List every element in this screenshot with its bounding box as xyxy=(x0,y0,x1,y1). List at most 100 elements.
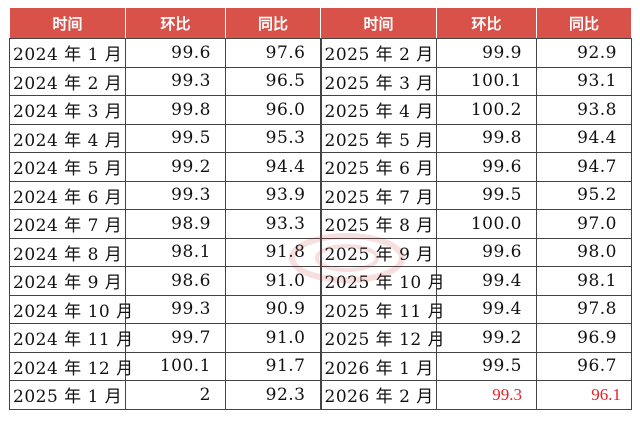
mom-cell: 99.8 xyxy=(125,95,226,125)
time-cell: 2024 年 7 月 xyxy=(9,209,126,239)
table-row: 2024 年 3 月 99.8 96.0 2025 年 4 月 100.2 93.8 xyxy=(9,95,632,125)
mom-cell: 99.8 xyxy=(436,123,537,153)
time-cell: 2025 年 7 月 xyxy=(319,180,437,210)
time-cell: 2026 年 2 月 xyxy=(319,380,437,410)
mom-cell: 99.3 xyxy=(125,66,226,96)
mom-cell: 99.2 xyxy=(436,323,537,353)
yoy-cell: 97.8 xyxy=(536,294,632,324)
yoy-cell: 92.3 xyxy=(225,380,321,410)
time-cell: 2024 年 4 月 xyxy=(9,123,126,153)
yoy-cell: 97.6 xyxy=(225,38,321,68)
mom-cell: 99.5 xyxy=(436,351,537,381)
yoy-cell: 96.7 xyxy=(536,351,632,381)
header-yoy-right: 同比 xyxy=(536,7,632,39)
header-time-right: 时间 xyxy=(320,7,437,39)
time-cell: 2024 年 9 月 xyxy=(9,266,126,296)
mom-cell: 99.6 xyxy=(125,38,226,68)
table-row: 2024 年 10 月 99.3 90.9 2025 年 11 月 99.4 97.8 xyxy=(9,294,632,324)
table-row: 2025 年 1 月 2 92.3 2026 年 2 月 99.3 96.1 xyxy=(9,380,632,410)
table-row: 2024 年 11 月 99.7 91.0 2025 年 12 月 99.2 96.9 xyxy=(9,323,632,353)
time-cell: 2025 年 8 月 xyxy=(319,209,437,239)
yoy-cell: 94.7 xyxy=(536,152,632,182)
mom-cell: 98.1 xyxy=(125,237,226,267)
yoy-cell: 98.1 xyxy=(536,266,632,296)
table-row: 2024 年 5 月 99.2 94.4 2025 年 6 月 99.6 94.7 xyxy=(9,152,632,182)
table-row: 2024 年 4 月 99.5 95.3 2025 年 5 月 99.8 94.4 xyxy=(9,123,632,153)
table-body: 2024 年 1 月 99.6 97.6 2025 年 2 月 99.9 92.9 2024… xyxy=(9,38,632,410)
yoy-cell: 96.1 xyxy=(536,380,632,410)
time-cell: 2025 年 1 月 xyxy=(9,380,126,410)
time-cell: 2025 年 11 月 xyxy=(319,294,445,324)
table-row: 2024 年 9 月 98.6 91.0 2025 年 10 月 99.4 98.1 xyxy=(9,266,632,296)
mom-cell: 99.5 xyxy=(125,123,226,153)
mom-cell: 100.0 xyxy=(436,209,537,239)
mom-cell: 98.9 xyxy=(125,209,226,239)
header-yoy-left: 同比 xyxy=(225,7,321,39)
yoy-cell: 94.4 xyxy=(225,152,321,182)
time-cell: 2024 年 6 月 xyxy=(9,180,126,210)
mom-cell: 99.6 xyxy=(436,237,537,267)
yoy-cell: 92.9 xyxy=(536,38,632,68)
yoy-cell: 91.0 xyxy=(225,266,321,296)
yoy-cell: 95.2 xyxy=(536,180,632,210)
time-cell: 2024 年 8 月 xyxy=(9,237,126,267)
time-cell: 2025 年 6 月 xyxy=(319,152,437,182)
yoy-cell: 93.3 xyxy=(225,209,321,239)
mom-cell: 100.1 xyxy=(436,66,537,96)
yoy-cell: 93.1 xyxy=(536,66,632,96)
time-cell: 2026 年 1 月 xyxy=(319,351,437,381)
time-cell: 2024 年 12 月 xyxy=(9,351,133,381)
yoy-cell: 96.5 xyxy=(225,66,321,96)
time-cell: 2024 年 3 月 xyxy=(9,95,126,125)
mom-cell: 99.4 xyxy=(436,294,537,324)
yoy-cell: 98.0 xyxy=(536,237,632,267)
yoy-cell: 90.9 xyxy=(225,294,321,324)
yoy-cell: 97.0 xyxy=(536,209,632,239)
mom-cell: 99.7 xyxy=(125,323,226,353)
mom-cell: 99.2 xyxy=(125,152,226,182)
yoy-cell: 91.8 xyxy=(225,237,321,267)
yoy-cell: 96.9 xyxy=(536,323,632,353)
time-cell: 2024 年 11 月 xyxy=(9,323,133,353)
yoy-cell: 95.3 xyxy=(225,123,321,153)
table-header-row: 时间 环比 同比 时间 环比 同比 xyxy=(9,7,632,39)
yoy-cell: 96.0 xyxy=(225,95,321,125)
yoy-cell: 91.7 xyxy=(225,351,321,381)
yoy-cell: 94.4 xyxy=(536,123,632,153)
mom-cell: 100.1 xyxy=(125,351,226,381)
time-cell: 2025 年 5 月 xyxy=(319,123,437,153)
mom-cell: 99.3 xyxy=(125,294,226,324)
mom-cell: 99.9 xyxy=(436,38,537,68)
time-cell: 2025 年 3 月 xyxy=(319,66,437,96)
mom-cell: 99.6 xyxy=(436,152,537,182)
header-time-left: 时间 xyxy=(9,7,126,39)
table-row: 2024 年 2 月 99.3 96.5 2025 年 3 月 100.1 93.1 xyxy=(9,66,632,96)
time-cell: 2024 年 10 月 xyxy=(9,294,133,324)
mom-cell: 99.3 xyxy=(436,380,537,410)
yoy-cell: 93.9 xyxy=(225,180,321,210)
table-row: 2024 年 6 月 99.3 93.9 2025 年 7 月 99.5 95.2 xyxy=(9,180,632,210)
time-cell: 2025 年 12 月 xyxy=(319,323,445,353)
header-mom-left: 环比 xyxy=(125,7,226,39)
time-cell: 2025 年 2 月 xyxy=(319,38,437,68)
table-row: 2024 年 12 月 100.1 91.7 2026 年 1 月 99.5 96.7 xyxy=(9,351,632,381)
table-row: 2024 年 1 月 99.6 97.6 2025 年 2 月 99.9 92.9 xyxy=(9,38,632,68)
header-mom-right: 环比 xyxy=(436,7,537,39)
time-cell: 2025 年 10 月 xyxy=(319,266,445,296)
time-cell: 2024 年 1 月 xyxy=(9,38,126,68)
table-row: 2024 年 7 月 98.9 93.3 2025 年 8 月 100.0 97.0 xyxy=(9,209,632,239)
time-cell: 2025 年 9 月 xyxy=(319,237,437,267)
mom-cell: 99.3 xyxy=(125,180,226,210)
mom-cell: 2 xyxy=(125,380,226,410)
yoy-cell: 93.8 xyxy=(536,95,632,125)
mom-cell: 99.4 xyxy=(436,266,537,296)
time-cell: 2024 年 5 月 xyxy=(9,152,126,182)
mom-cell: 100.2 xyxy=(436,95,537,125)
price-index-table: 时间 环比 同比 时间 环比 同比 2024 年 1 月 99.6 97.6 2025… xyxy=(9,7,632,410)
time-cell: 2025 年 4 月 xyxy=(319,95,437,125)
mom-cell: 98.6 xyxy=(125,266,226,296)
table-row: 2024 年 8 月 98.1 91.8 2025 年 9 月 99.6 98.0 xyxy=(9,237,632,267)
mom-cell: 99.5 xyxy=(436,180,537,210)
yoy-cell: 91.0 xyxy=(225,323,321,353)
